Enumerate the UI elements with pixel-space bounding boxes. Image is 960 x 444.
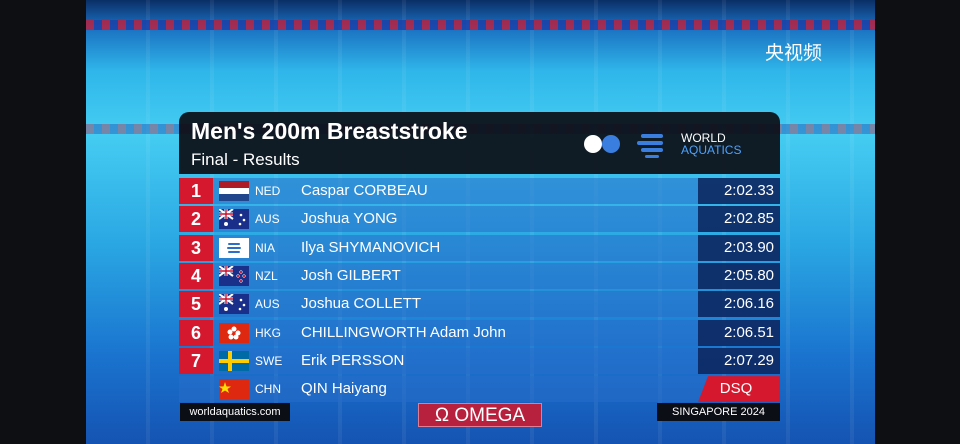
logo-line: WORLD [681,131,726,145]
rank: 6 [179,319,213,346]
watermark: 央视频 [765,42,823,64]
athlete-name: Ilya SHYMANOVICH [301,238,441,256]
flag [219,265,249,286]
result-row: 7 SWE Erik PERSSON 2:07.29 [179,347,780,374]
website: worldaquatics.com [180,403,290,421]
result-time: 2:07.29 [698,347,780,374]
result-row: 3 NIA Ilya SHYMANOVICH 2:03.90 [179,234,780,261]
result-time: DSQ [698,376,780,403]
athlete-name: CHILLINGWORTH Adam John [301,323,506,341]
logo-line: AQUATICS [681,143,742,157]
rank: 1 [179,178,213,204]
athlete-name: QIN Haiyang [301,380,387,398]
result-row: 4 NZL Josh GILBERT 2:05.80 [179,262,780,289]
rank: 2 [179,206,213,233]
flag [219,322,249,343]
sponsor: Ω OMEGA [418,403,542,427]
country-code: NED [255,184,281,198]
country-code: CHN [255,382,281,397]
athlete-name: Caspar CORBEAU [301,182,428,199]
result-time: 2:03.90 [698,234,780,261]
athlete-name: Joshua COLLETT [301,295,422,313]
flag [219,237,249,258]
country-code: NZL [255,268,278,283]
rank: 7 [179,347,213,374]
result-time: 2:06.51 [698,319,780,346]
results-header: Men's 200m Breaststroke Final - Results … [179,112,780,174]
result-time: 2:02.85 [698,206,780,233]
country-code: NIA [255,240,276,255]
flag [219,209,249,230]
rank: 5 [179,291,213,318]
result-row: 1 NED Caspar CORBEAU 2:02.33 [179,178,780,204]
country-code: AUS [255,297,280,312]
result-row: CHN QIN Haiyang DSQ [179,376,780,403]
logos [584,134,663,158]
subtitle: Final - Results [191,150,300,169]
sponsor-mark: Ω [434,405,450,426]
country-code: HKG [255,325,282,340]
event: SINGAPORE 2024 [657,403,780,421]
result-row: 2 AUS Joshua YONG 2:02.85 [179,206,780,233]
athlete-name: Josh GILBERT [301,266,401,284]
athlete-name: Joshua YONG [301,210,398,228]
rank: 3 [179,234,213,261]
title: Men's 200m Breaststroke [191,118,468,144]
result-time: 2:05.80 [698,262,780,289]
logo-text: WORLD AQUATICS [681,132,741,156]
result-time: 2:06.16 [698,291,780,318]
country-code: SWE [255,353,283,368]
flag [219,350,249,371]
result-row: 5 AUS Joshua COLLETT 2:06.16 [179,291,780,318]
result-time: 2:02.33 [698,178,780,204]
flag [219,181,249,201]
result-row: 6 HKG CHILLINGWORTH Adam John 2:06.51 [179,319,780,346]
lane-rope [86,20,875,30]
flag [219,379,249,400]
flag [219,294,249,315]
sponsor-name: OMEGA [454,405,526,426]
country-code: AUS [255,212,280,227]
rank: 4 [179,262,213,289]
athlete-name: Erik PERSSON [301,351,405,369]
